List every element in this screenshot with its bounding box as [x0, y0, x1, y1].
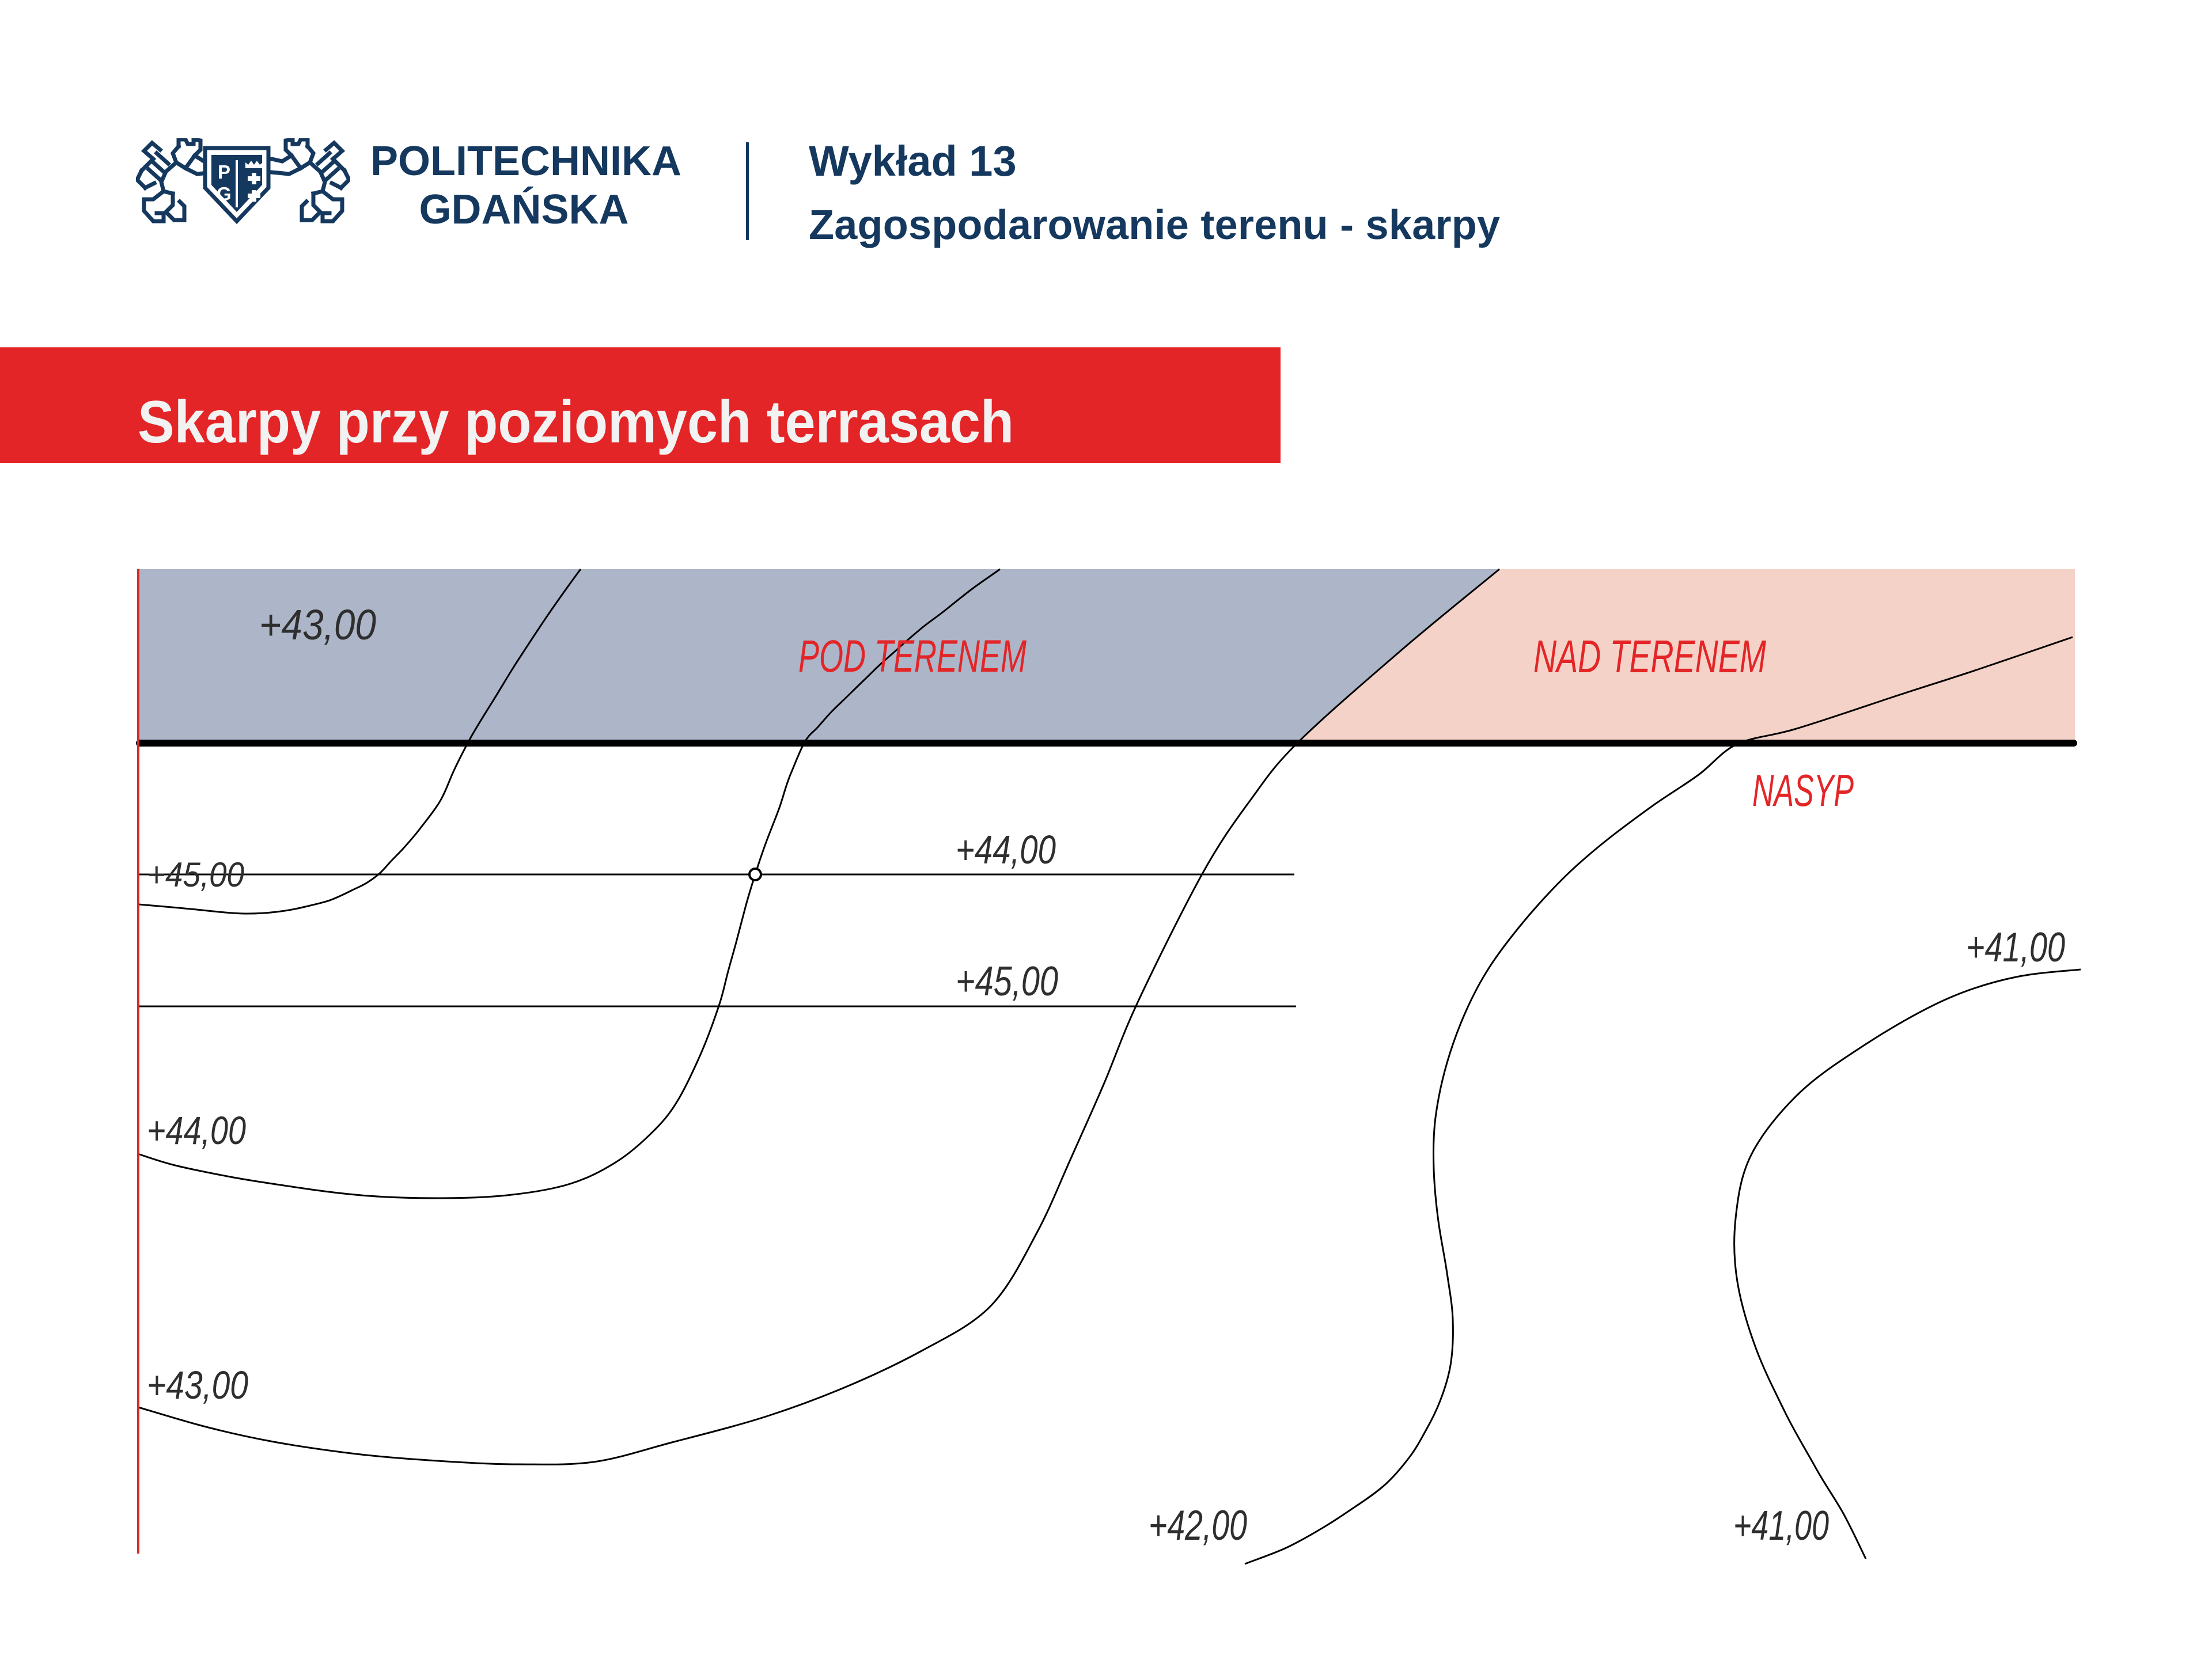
svg-text:+41,00: +41,00 [1966, 925, 2065, 971]
svg-text:+44,00: +44,00 [956, 827, 1056, 872]
svg-text:+43,00: +43,00 [259, 601, 376, 649]
svg-text:P: P [218, 161, 230, 183]
svg-text:+45,00: +45,00 [147, 855, 244, 894]
svg-text:G: G [217, 183, 232, 204]
svg-text:+41,00: +41,00 [1733, 1503, 1829, 1549]
svg-text:+42,00: +42,00 [1149, 1502, 1247, 1549]
svg-text:+44,00: +44,00 [147, 1108, 246, 1153]
svg-text:+45,00: +45,00 [956, 959, 1058, 1005]
svg-text:POD TERENEM: POD TERENEM [798, 630, 1027, 681]
svg-text:NASYP: NASYP [1752, 765, 1854, 816]
svg-text:NAD TERENEM: NAD TERENEM [1533, 631, 1766, 682]
svg-text:+43,00: +43,00 [147, 1363, 248, 1407]
